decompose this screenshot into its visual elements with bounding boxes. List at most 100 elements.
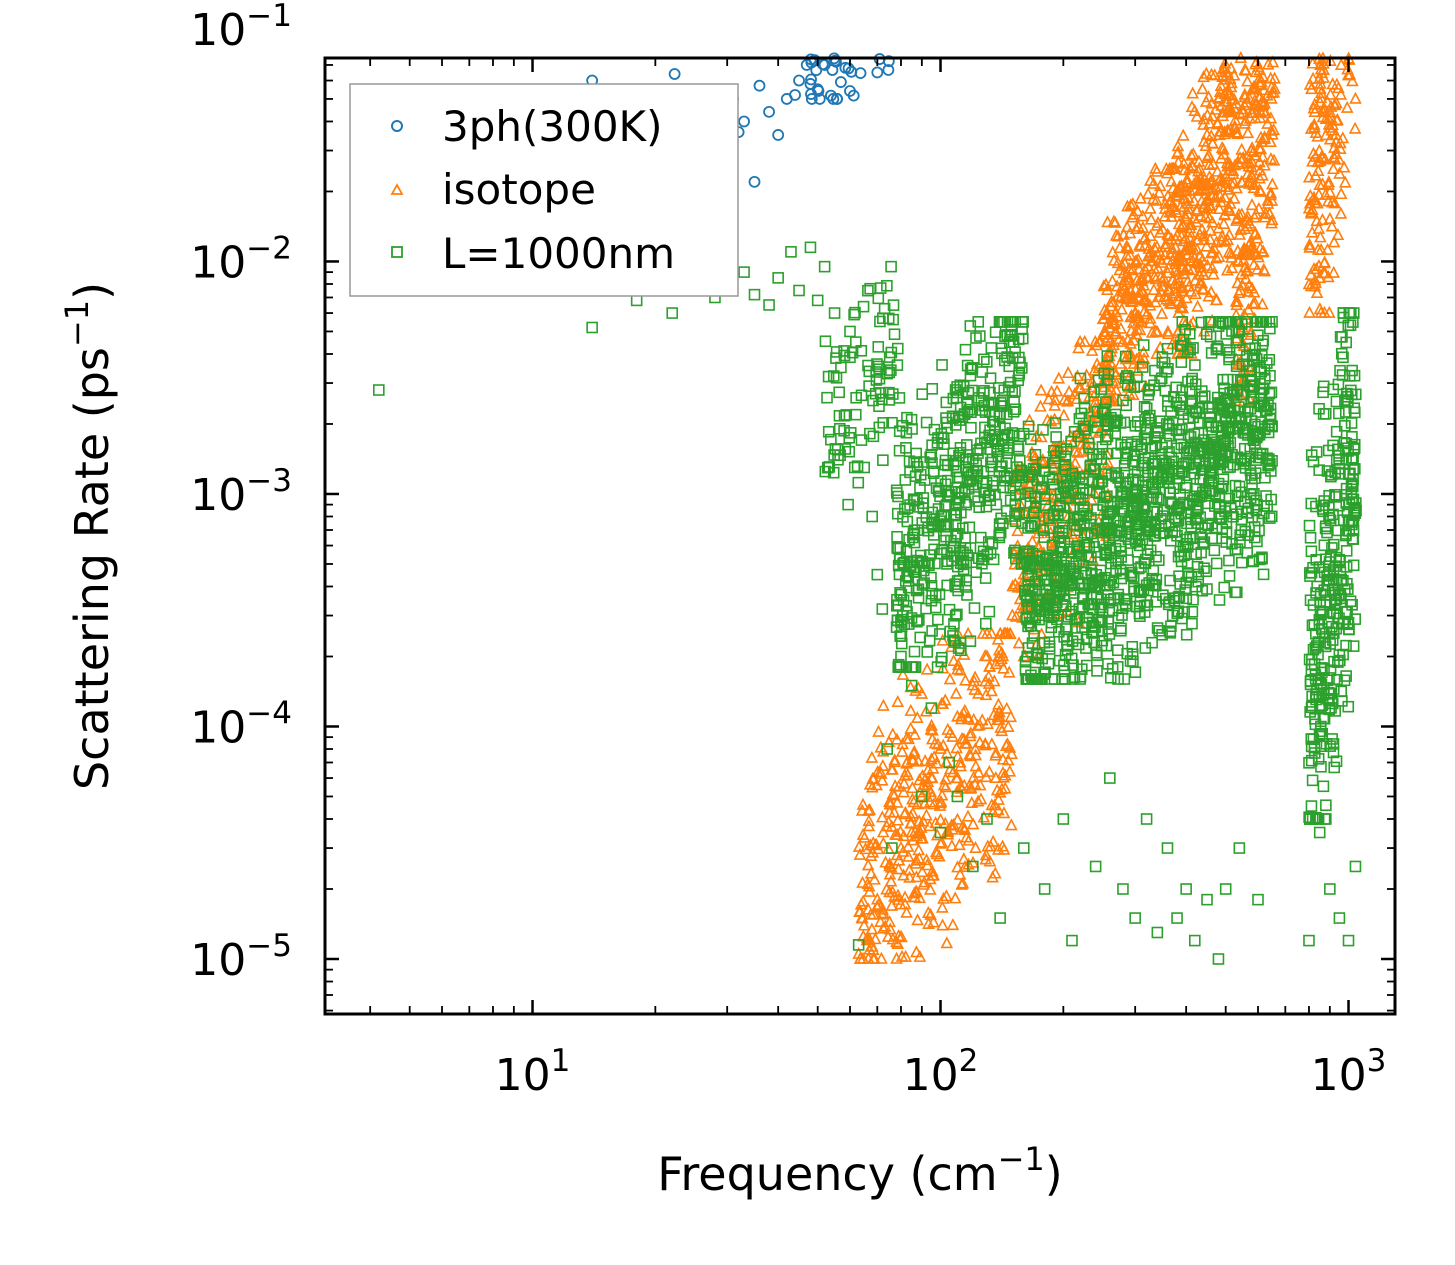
- data-point-square: [1058, 631, 1070, 643]
- legend-entry-boundary: L=1000nm: [391, 229, 675, 278]
- data-point-triangle: [1072, 341, 1085, 354]
- data-point-triangle: [1184, 217, 1198, 231]
- data-point-square: [1129, 519, 1142, 532]
- data-point-square: [954, 446, 967, 459]
- data-point-square: [373, 384, 385, 396]
- data-point-circle: [800, 59, 813, 71]
- data-point-square: [1212, 953, 1225, 965]
- data-point-triangle: [1199, 94, 1213, 107]
- data-point-square: [1254, 386, 1267, 399]
- data-point-square: [1118, 416, 1131, 429]
- data-point-square: [838, 349, 851, 362]
- data-point-square: [900, 426, 913, 439]
- data-point-triangle: [1306, 71, 1320, 84]
- data-point-triangle: [1125, 294, 1139, 307]
- data-point-square: [1088, 580, 1101, 592]
- data-point-triangle: [1011, 524, 1024, 537]
- data-point-triangle: [1162, 261, 1175, 274]
- data-point-square: [899, 474, 912, 486]
- data-point-square: [1128, 458, 1141, 471]
- data-point-square: [1131, 416, 1144, 428]
- data-point-triangle: [1209, 102, 1223, 115]
- data-point-triangle: [888, 889, 901, 902]
- data-point-triangle: [1223, 203, 1237, 216]
- data-point-triangle: [876, 836, 890, 849]
- data-point-square: [1117, 883, 1129, 895]
- data-point-triangle: [979, 848, 993, 861]
- data-point-square: [1250, 430, 1263, 443]
- data-point-square: [1265, 386, 1278, 399]
- data-point-square: [1049, 450, 1062, 462]
- data-point-square: [1022, 620, 1034, 633]
- data-point-square: [1258, 364, 1271, 376]
- data-point-square: [1114, 624, 1127, 637]
- data-point-square: [1213, 491, 1226, 504]
- data-point-triangle: [1136, 209, 1150, 222]
- data-point-square: [1327, 746, 1340, 759]
- data-point-square: [763, 299, 775, 311]
- data-point-triangle: [936, 633, 949, 646]
- data-point-square: [957, 380, 970, 393]
- data-point-square: [1055, 545, 1068, 558]
- data-point-triangle: [966, 678, 980, 691]
- data-point-square: [1009, 544, 1021, 557]
- data-point-triangle: [1308, 104, 1322, 117]
- data-point-square: [1072, 578, 1085, 591]
- data-point-triangle: [1129, 254, 1142, 267]
- data-point-square: [858, 461, 870, 474]
- data-point-triangle: [1161, 227, 1174, 240]
- data-point-triangle: [1210, 293, 1224, 306]
- data-point-square: [957, 522, 969, 535]
- data-point-triangle: [1197, 229, 1211, 242]
- data-point-triangle: [897, 829, 911, 842]
- data-point-triangle: [1125, 323, 1138, 336]
- data-point-square: [852, 939, 865, 951]
- data-point-triangle: [902, 849, 915, 862]
- data-point-triangle: [951, 709, 964, 722]
- data-point-triangle: [1236, 105, 1250, 118]
- data-point-square: [1001, 351, 1013, 363]
- data-point-square: [923, 559, 935, 572]
- data-point-circle: [831, 93, 844, 105]
- data-point-triangle: [985, 684, 998, 697]
- data-point-triangle: [951, 662, 964, 675]
- data-point-square: [1247, 555, 1259, 568]
- data-point-triangle: [1225, 92, 1239, 105]
- data-point-square: [1317, 386, 1329, 399]
- data-point-triangle: [1190, 109, 1204, 122]
- data-point-square: [1030, 648, 1043, 660]
- data-point-triangle: [1266, 55, 1280, 68]
- data-point-square: [1162, 419, 1175, 431]
- data-point-triangle: [1250, 262, 1264, 275]
- data-point-square: [942, 518, 954, 531]
- data-point-triangle: [856, 827, 870, 840]
- data-point-square: [1328, 584, 1340, 597]
- data-point-triangle: [1155, 306, 1169, 319]
- data-point-square: [1348, 369, 1361, 382]
- data-point-triangle: [987, 674, 1001, 687]
- data-point-square: [1140, 813, 1153, 825]
- data-point-square: [1305, 800, 1318, 812]
- data-point-triangle: [1231, 295, 1244, 308]
- data-point-triangle: [924, 907, 937, 920]
- data-point-triangle: [910, 870, 923, 883]
- data-point-triangle: [905, 825, 919, 838]
- data-point-triangle: [1068, 444, 1082, 457]
- data-point-triangle: [1129, 221, 1143, 234]
- data-point-triangle: [1108, 215, 1122, 228]
- data-point-square: [1077, 420, 1090, 433]
- data-point-triangle: [1109, 383, 1123, 396]
- data-point-square: [1129, 666, 1142, 679]
- data-point-triangle: [1197, 70, 1210, 83]
- data-point-square: [1080, 642, 1092, 654]
- data-point-triangle: [1145, 325, 1159, 338]
- data-point-triangle: [891, 695, 905, 708]
- data-point-square: [1108, 513, 1120, 526]
- data-point-square: [1172, 605, 1185, 618]
- data-point-triangle: [935, 696, 948, 709]
- data-point-square: [1330, 491, 1342, 503]
- data-point-triangle: [896, 667, 910, 680]
- data-point-triangle: [906, 792, 919, 805]
- data-point-triangle: [923, 882, 937, 895]
- data-point-square: [842, 498, 854, 511]
